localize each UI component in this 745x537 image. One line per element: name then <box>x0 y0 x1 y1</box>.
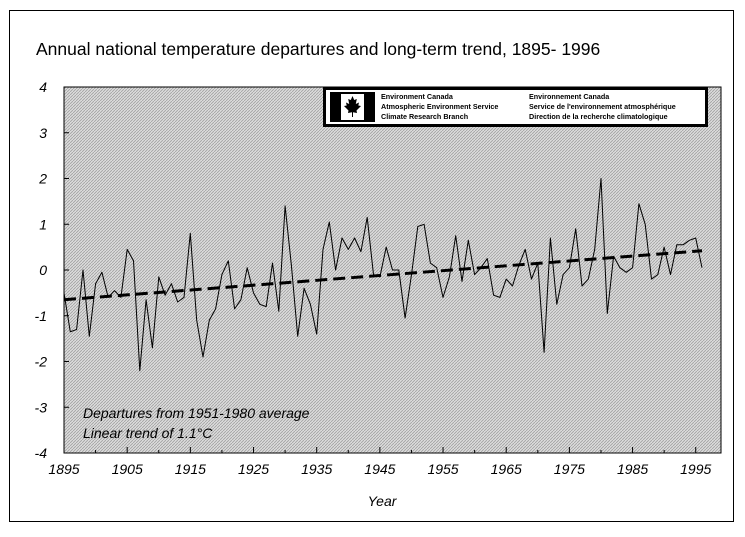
x-tick-label: 1975 <box>554 461 585 477</box>
annotation-baseline: Departures from 1951-1980 average <box>83 405 310 421</box>
x-tick-label: 1985 <box>617 461 648 477</box>
y-tick-label: 0 <box>39 262 47 278</box>
x-tick-label: 1935 <box>301 461 332 477</box>
y-axis: 4 3 2 1 0 -1 -2 -3 -4 <box>35 79 69 461</box>
y-tick-label: -2 <box>35 354 48 370</box>
y-tick-label: 2 <box>38 171 47 187</box>
x-tick-label: 1925 <box>238 461 269 477</box>
logo-left-line-1: Environment Canada <box>381 92 454 101</box>
x-tick-label: 1945 <box>364 461 395 477</box>
logo-right-line-1: Environnement Canada <box>529 92 610 101</box>
y-tick-label: 1 <box>39 216 47 232</box>
x-tick-label: 1895 <box>48 461 79 477</box>
chart-title: Annual national temperature departures a… <box>36 39 600 59</box>
x-tick-label: 1905 <box>112 461 143 477</box>
temperature-departure-line <box>63 178 703 372</box>
trend-line <box>63 249 703 302</box>
y-tick-label: -4 <box>35 445 48 461</box>
annotation-trend: Linear trend of 1.1°C <box>83 425 213 441</box>
x-axis-title: Year <box>368 493 398 509</box>
y-tick-label: 3 <box>39 125 47 141</box>
y-tick-label: -1 <box>35 308 47 324</box>
y-tick-label: -3 <box>35 399 48 415</box>
x-tick-label: 1965 <box>491 461 522 477</box>
chart-frame: Annual national temperature departures a… <box>9 10 734 522</box>
chart: Annual national temperature departures a… <box>35 39 722 509</box>
y-tick-label: 4 <box>39 79 47 95</box>
x-tick-label: 1955 <box>427 461 458 477</box>
series-layer <box>63 178 703 372</box>
logo-left-line-2: Atmospheric Environment Service <box>381 102 498 111</box>
logo-right-line-3: Direction de la recherche climatologique <box>529 112 668 121</box>
x-tick-label: 1915 <box>175 461 206 477</box>
x-tick-label: 1995 <box>680 461 711 477</box>
x-axis: 1895 1905 1915 1925 1935 1945 1955 1965 1975 1985… <box>48 447 712 477</box>
maple-leaf-icon <box>344 96 361 117</box>
logo-left-line-3: Climate Research Branch <box>381 112 468 121</box>
logo-right-line-2: Service de l'environnement atmosphérique <box>529 102 676 111</box>
agency-logo-box: Environment Canada Atmospheric Environme… <box>323 87 708 127</box>
